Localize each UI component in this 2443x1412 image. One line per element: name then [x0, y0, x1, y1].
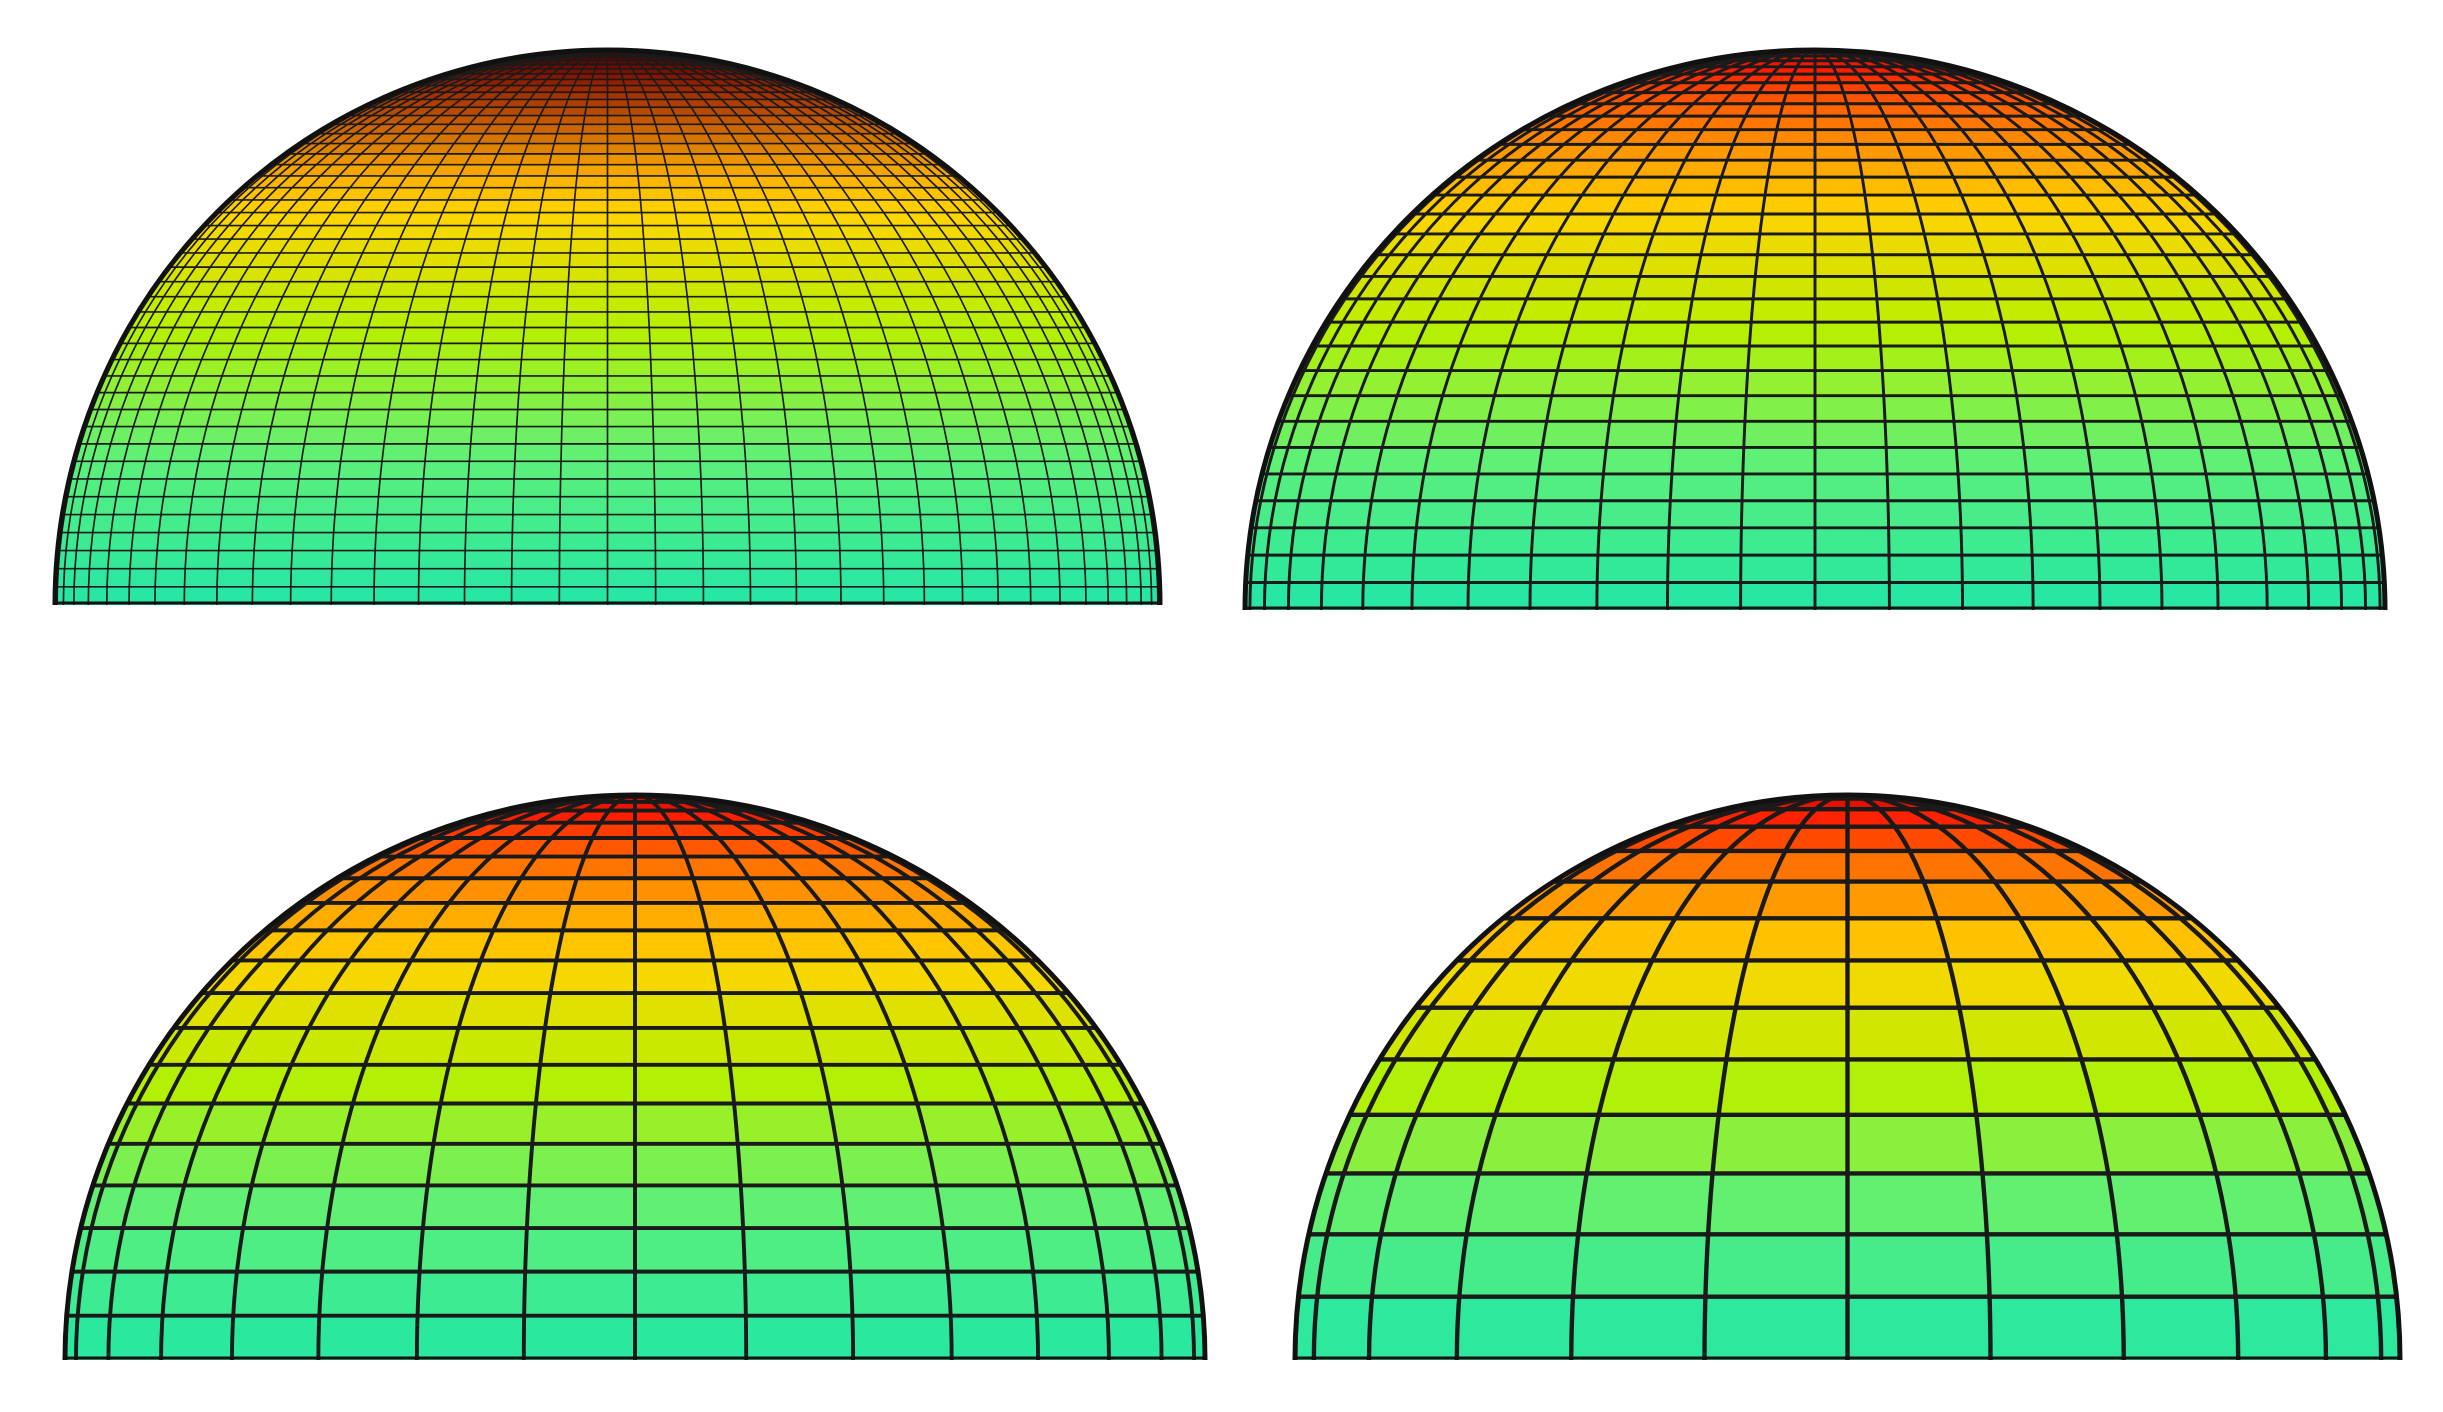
mesh-meridian	[634, 795, 749, 1360]
hemisphere-outline	[1292, 792, 2403, 1361]
mesh-meridian	[128, 50, 608, 605]
mesh-meridian	[1814, 50, 2344, 610]
mesh-meridian	[607, 50, 1061, 605]
mesh-meridian	[1814, 50, 1964, 610]
mesh-meridian	[230, 795, 636, 1360]
mesh-meridian	[634, 795, 1111, 1360]
mesh-meridian	[289, 50, 608, 605]
mesh-group	[1295, 795, 2400, 1360]
mesh-meridian	[1366, 795, 1848, 1360]
hemisphere-outline	[62, 792, 1208, 1361]
mesh-meridian	[1814, 50, 2164, 610]
mesh-meridian	[607, 50, 885, 605]
mesh-meridian	[607, 50, 1000, 605]
mesh-meridian	[558, 50, 608, 605]
mesh-meridian	[1528, 50, 1816, 610]
mesh-meridian	[1847, 795, 2329, 1360]
hemisphere-svg	[1292, 792, 2403, 1361]
mesh-meridian	[105, 50, 608, 605]
mesh-meridian	[1847, 795, 2126, 1360]
hemisphere-panel-medium-mesh	[62, 792, 1208, 1361]
mesh-meridian	[330, 50, 608, 605]
mesh-meridian	[1319, 50, 1816, 610]
mesh-meridian	[1814, 50, 2102, 610]
mesh-meridian	[106, 795, 636, 1360]
mesh-meridian	[607, 50, 1110, 605]
hemisphere-outline	[52, 47, 1163, 606]
mesh-meridian	[1666, 50, 1816, 610]
mesh-meridian	[1702, 795, 1848, 1360]
mesh-group	[1245, 50, 2385, 610]
mesh-meridian	[1814, 50, 1891, 610]
mesh-meridian	[1569, 795, 1848, 1360]
mesh-meridian	[316, 795, 636, 1360]
mesh-meridian	[215, 50, 608, 605]
mesh-meridian	[251, 50, 608, 605]
mesh-meridian	[1847, 795, 1993, 1360]
mesh-meridian	[1454, 795, 1848, 1360]
hemisphere-panel-fine-mesh	[1242, 47, 2388, 611]
mesh-group	[55, 50, 1160, 605]
mesh-meridian	[607, 50, 1032, 605]
mesh-meridian	[607, 50, 798, 605]
hemisphere-svg	[52, 47, 1163, 606]
mesh-meridian	[463, 50, 608, 605]
mesh-meridian	[1466, 50, 1816, 610]
mesh-meridian	[1361, 50, 1816, 610]
mesh-group	[65, 795, 1205, 1360]
mesh-meridian	[607, 50, 842, 605]
mesh-meridian	[1595, 50, 1816, 610]
mesh-meridian	[607, 50, 657, 605]
hemisphere-outline	[1242, 47, 2388, 611]
mesh-meridian	[607, 50, 926, 605]
mesh-meridian	[1814, 50, 2220, 610]
mesh-meridian	[1739, 50, 1816, 610]
mesh-meridian	[634, 795, 954, 1360]
mesh-meridian	[510, 50, 608, 605]
mesh-meridian	[417, 50, 608, 605]
mesh-meridian	[1286, 50, 1816, 610]
hemisphere-svg	[1242, 47, 2388, 611]
mesh-meridian	[1410, 50, 1816, 610]
mesh-meridian	[607, 50, 964, 605]
mesh-meridian	[607, 50, 752, 605]
mesh-meridian	[154, 50, 608, 605]
mesh-meridian	[521, 795, 636, 1360]
mesh-meridian	[607, 50, 1087, 605]
mesh-meridian	[1814, 50, 2035, 610]
mesh-meridian	[414, 795, 636, 1360]
mesh-meridian	[183, 50, 608, 605]
mesh-meridian	[634, 795, 856, 1360]
mesh-meridian	[607, 50, 705, 605]
mesh-meridian	[159, 795, 636, 1360]
mesh-meridian	[1814, 50, 2269, 610]
hemisphere-panel-coarse-mesh	[1292, 792, 2403, 1361]
mesh-meridian	[1814, 50, 2311, 610]
mesh-meridian	[373, 50, 608, 605]
hemisphere-svg	[62, 792, 1208, 1361]
hemisphere-panel-finest-mesh	[52, 47, 1163, 606]
mesh-meridian	[634, 795, 1164, 1360]
mesh-meridian	[634, 795, 1040, 1360]
mesh-meridian	[1847, 795, 2241, 1360]
